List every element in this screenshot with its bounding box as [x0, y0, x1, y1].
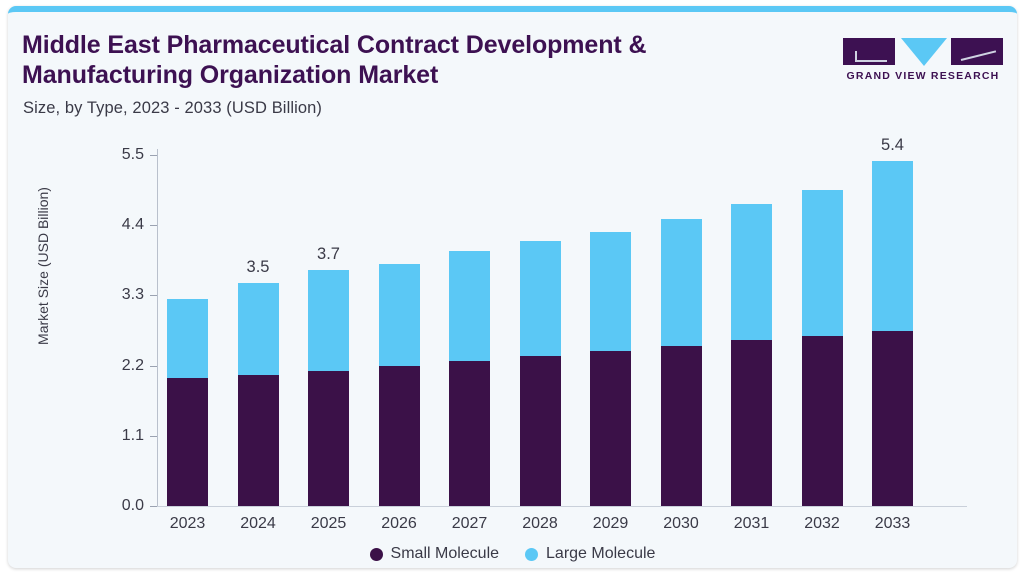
x-axis-tick-label: 2033: [874, 515, 911, 532]
bar-segment-large-molecule[interactable]: [660, 218, 702, 347]
bar-segment-small-molecule[interactable]: [801, 335, 843, 506]
bar-segment-large-molecule[interactable]: [167, 299, 208, 379]
y-axis-tick-label: 5.5: [121, 146, 144, 163]
y-axis-tick-mark: [150, 435, 157, 437]
logo-right-rect-icon: [951, 38, 1003, 65]
bar-segment-large-molecule[interactable]: [308, 269, 349, 371]
bar-segment-large-molecule[interactable]: [449, 250, 490, 361]
x-axis-line: [157, 506, 967, 507]
legend-label: Large Molecule: [546, 545, 656, 562]
x-axis-tick-label: 2030: [663, 515, 699, 532]
logo-marks: [843, 34, 1003, 67]
y-axis-label: Market Size (USD Billion): [35, 187, 51, 345]
chart-card: Middle East Pharmaceutical Contract Deve…: [8, 6, 1017, 568]
y-axis-tick-mark: [150, 506, 157, 507]
logo-left-rect-icon: [843, 38, 895, 65]
bar-value-label: 3.7: [317, 244, 340, 263]
bar-segment-small-molecule[interactable]: [660, 346, 702, 506]
bar-segment-small-molecule[interactable]: [378, 365, 420, 506]
bar-segment-large-molecule[interactable]: [731, 204, 772, 341]
legend-color-dot-icon: [525, 547, 539, 561]
bar-segment-small-molecule[interactable]: [167, 378, 208, 506]
x-axis-tick-label: 2026: [381, 515, 417, 532]
x-axis-tick-label: 2024: [240, 515, 276, 532]
bar-segment-large-molecule[interactable]: [872, 161, 913, 331]
bar-segment-small-molecule[interactable]: [731, 340, 772, 506]
bar-segment-large-molecule[interactable]: [378, 263, 420, 366]
y-axis-tick-label: 1.1: [121, 426, 144, 444]
y-axis-tick-mark: [150, 155, 157, 156]
x-axis-tick-label: 2028: [522, 515, 558, 532]
bar-segment-small-molecule[interactable]: [308, 370, 349, 506]
y-axis-tick-label: 4.4: [121, 216, 144, 234]
bar-value-label: 3.5: [246, 257, 270, 276]
logo-triangle-icon: [901, 38, 947, 66]
bar-segment-small-molecule[interactable]: [237, 375, 279, 506]
bar-chart-plot: Market Size (USD Billion) 0.0 1.1 2.2 3.3 4.…: [8, 12, 1017, 568]
bar-segment-small-molecule[interactable]: [872, 330, 913, 506]
x-axis-tick-label: 2032: [804, 515, 840, 532]
legend-color-dot-icon: [369, 547, 383, 561]
x-axis-tick-label: 2023: [169, 515, 206, 532]
chart-header: Middle East Pharmaceutical Contract Deve…: [8, 12, 1017, 122]
chart-legend: Small Molecule Large Molecule: [8, 545, 1017, 563]
x-axis-tick-label: 2025: [310, 515, 347, 532]
x-axis-tick-label: 2029: [592, 515, 629, 532]
y-axis-line: [157, 149, 158, 506]
page-title: Middle East Pharmaceutical Contract Deve…: [22, 31, 647, 89]
bar-segment-large-molecule[interactable]: [590, 231, 631, 351]
y-axis-tick-label: 0.0: [121, 497, 144, 514]
bar-segment-large-molecule[interactable]: [801, 190, 843, 336]
bar-value-label: 5.4: [881, 136, 904, 155]
legend-item-small-molecule[interactable]: Small Molecule: [369, 545, 500, 563]
grand-view-research-logo: GRAND VIEW RESEARCH: [843, 34, 1003, 88]
y-axis-tick-mark: [150, 365, 157, 367]
bar-segment-small-molecule[interactable]: [519, 356, 561, 506]
x-axis-tick-label: 2031: [733, 515, 770, 532]
chart-subtitle: Size, by Type, 2023 - 2033 (USD Billion): [23, 99, 323, 117]
y-axis-tick-mark: [150, 225, 157, 227]
bar-segment-small-molecule[interactable]: [449, 360, 490, 506]
y-axis-tick-label: 2.2: [121, 356, 144, 374]
legend-label: Small Molecule: [390, 545, 500, 562]
y-axis-tick-label: 3.3: [121, 286, 144, 304]
x-axis-tick-label: 2027: [451, 515, 488, 532]
bar-segment-large-molecule[interactable]: [519, 241, 561, 357]
y-axis-tick-mark: [150, 295, 157, 297]
bar-segment-small-molecule[interactable]: [590, 350, 631, 506]
legend-item-large-molecule[interactable]: Large Molecule: [525, 545, 655, 563]
bar-segment-large-molecule[interactable]: [237, 282, 279, 376]
logo-wordmark: GRAND VIEW RESEARCH: [846, 70, 1000, 82]
